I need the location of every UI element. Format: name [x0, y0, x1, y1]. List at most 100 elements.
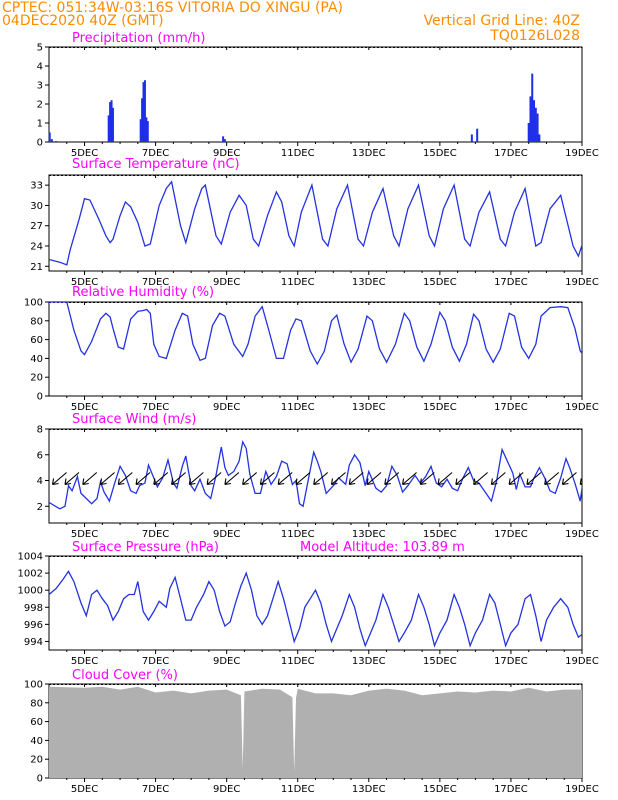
y-tick-label: 60 [30, 717, 43, 728]
x-tick-label: 17DEC [494, 784, 528, 795]
panel-annotation: Model Altitude: 103.89 m [300, 540, 465, 555]
header-grid-line: Vertical Grid Line: 40Z [424, 13, 580, 29]
y-tick-label: 30 [30, 201, 43, 212]
x-tick-label: 5DEC [71, 656, 98, 667]
x-tick-label: 15DEC [423, 402, 457, 413]
precip-bar [534, 107, 537, 142]
wind-arrow [579, 478, 582, 486]
precip-bar [145, 117, 148, 142]
y-tick-label: 60 [30, 335, 43, 346]
panel-precip: Precipitation (mm/h) 0 1 2 3 4 5 5DEC 7DEC 9DEC 11… [37, 31, 599, 159]
x-tick-label: 7DEC [142, 277, 169, 288]
precip-bar [222, 136, 225, 142]
x-tick-label: 7DEC [142, 148, 169, 159]
wind-arrow [473, 472, 488, 486]
wind-arrow [259, 472, 275, 486]
y-tick-label: 0 [37, 392, 43, 403]
wind-arrow [419, 472, 435, 486]
panel-wind: Surface Wind (m/s) 2 4 6 8 5DEC 7DEC 9DEC 11DEC 1… [37, 412, 612, 540]
x-tick-label: 7DEC [142, 656, 169, 667]
x-tick-label: 11DEC [281, 148, 315, 159]
x-tick-label: 11DEC [281, 656, 315, 667]
x-tick-label: 19DEC [565, 277, 599, 288]
x-tick-label: 9DEC [213, 277, 240, 288]
wind-arrow [384, 472, 400, 486]
y-tick-label: 2 [37, 100, 43, 111]
y-tick-label: 40 [30, 736, 43, 747]
precip-bar [109, 102, 112, 142]
wind-arrow [348, 472, 364, 486]
x-tick-label: 13DEC [352, 148, 386, 159]
panel-pres: Surface Pressure (hPa) Model Altitude: 10… [18, 540, 599, 667]
x-tick-label: 5DEC [71, 402, 98, 413]
plot-frame [48, 174, 583, 272]
wind-arrow [544, 472, 560, 486]
wind-arrow [455, 472, 471, 486]
precip-bar [531, 73, 534, 142]
header-run-time: 04DEC2020 40Z (GMT) [2, 13, 164, 29]
x-tick-label: 9DEC [213, 529, 240, 540]
x-tick-label: 7DEC [142, 784, 169, 795]
x-tick-label: 5DEC [71, 529, 98, 540]
panel-title: Relative Humidity (%) [72, 285, 214, 300]
x-tick-label: 7DEC [142, 529, 169, 540]
wind-arrow [295, 472, 311, 486]
x-tick-label: 11DEC [281, 277, 315, 288]
y-tick-label: 994 [24, 637, 43, 648]
x-tick-label: 13DEC [352, 402, 386, 413]
wind-arrow [188, 472, 204, 486]
x-tick-label: 19DEC [565, 656, 599, 667]
wind-arrow [117, 472, 133, 486]
precip-bar [107, 115, 110, 142]
x-tick-label: 19DEC [565, 148, 599, 159]
y-tick-label: 0 [37, 138, 43, 149]
x-tick-label: 9DEC [213, 402, 240, 413]
wind-arrow [153, 472, 169, 486]
x-tick-label: 13DEC [352, 656, 386, 667]
x-tick-label: 5DEC [71, 148, 98, 159]
wind-arrow [313, 472, 329, 486]
y-tick-label: 80 [30, 316, 43, 327]
wind-arrow [224, 472, 240, 486]
y-tick-label: 5 [37, 43, 43, 54]
x-tick-label: 15DEC [423, 148, 457, 159]
wind-arrow [366, 472, 382, 486]
precip-bar [55, 141, 58, 142]
x-tick-label: 15DEC [423, 277, 457, 288]
precip-bar [529, 96, 532, 142]
x-tick-label: 13DEC [352, 277, 386, 288]
wind-arrow [82, 472, 98, 486]
y-tick-label: 24 [30, 241, 43, 252]
precip-bar [476, 128, 479, 142]
wind-arrow [242, 472, 258, 486]
wind-arrow [277, 472, 293, 486]
wind-arrow [99, 472, 115, 486]
wind-series-line [49, 439, 582, 510]
wind-arrow [135, 472, 151, 486]
panel-rh: Relative Humidity (%) 0 20 40 60 80 100 5DEC 7DE… [24, 285, 599, 413]
y-tick-label: 20 [30, 373, 43, 384]
plot-frame [48, 46, 583, 143]
x-tick-label: 17DEC [494, 402, 528, 413]
y-tick-label: 4 [37, 476, 43, 487]
precip-bar [223, 139, 226, 142]
y-tick-label: 1 [37, 119, 43, 130]
x-tick-label: 11DEC [281, 529, 315, 540]
y-tick-label: 100 [24, 298, 43, 309]
wind-arrow [330, 472, 346, 486]
chart-panels: Precipitation (mm/h) 0 1 2 3 4 5 5DEC 7DEC 9DEC 11… [18, 31, 612, 795]
x-tick-label: 9DEC [213, 784, 240, 795]
wind-arrow [171, 472, 186, 486]
precip-bar [139, 119, 142, 142]
panel-title: Surface Wind (m/s) [72, 412, 196, 427]
x-tick-label: 17DEC [494, 529, 528, 540]
panel-title: Surface Pressure (hPa) [72, 540, 219, 555]
x-tick-label: 15DEC [423, 529, 457, 540]
y-tick-label: 33 [30, 181, 43, 192]
wind-arrow [598, 473, 612, 485]
x-tick-label: 17DEC [494, 277, 528, 288]
y-tick-label: 100 [24, 680, 43, 691]
y-tick-label: 0 [37, 774, 43, 785]
x-tick-label: 9DEC [213, 656, 240, 667]
